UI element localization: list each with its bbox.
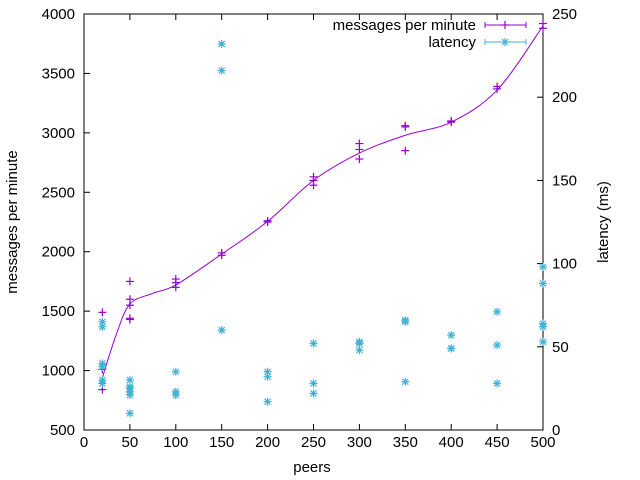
data-point [493,84,502,93]
data-point [125,301,134,310]
y2-tick-label: 200 [552,89,577,106]
data-point [539,24,547,33]
y2-tick-label: 250 [552,6,577,23]
data-point [171,391,180,400]
plot-area [83,13,544,431]
data-point [401,377,410,386]
series-layer [98,19,547,418]
data-point [263,397,272,406]
data-point [98,362,107,371]
data-point [171,283,180,292]
data-point [539,322,547,331]
data-point [263,372,272,381]
data-point [401,146,410,155]
data-point [217,66,226,75]
trend-curve [101,25,544,378]
y-tick-label: 500 [50,422,75,439]
data-point [539,262,547,271]
data-point [355,155,364,164]
data-point [309,181,318,190]
x-axis-label: peers [293,459,331,476]
series-latency [98,39,547,418]
y2-tick-label: 100 [552,256,577,273]
plot-border [83,13,544,431]
y-tick-label: 1500 [42,303,75,320]
data-point [355,346,364,355]
x-tick-label: 200 [255,434,280,451]
x-tick-label: 500 [530,434,555,451]
x-tick-label: 50 [122,434,139,451]
y2-axis-ticks: 0 50 100 150 200 250 [537,6,577,439]
x-tick-label: 0 [80,434,88,451]
data-point [355,145,364,154]
data-point [539,337,547,346]
y2-tick-label: 0 [552,422,560,439]
data-point [125,277,134,286]
y2-tick-label: 50 [552,339,569,356]
legend-marker [501,38,509,46]
data-point [447,118,456,127]
legend-marker [501,21,509,29]
data-point [401,317,410,326]
data-point [217,326,226,335]
data-point [309,379,318,388]
data-point [217,251,226,260]
y-tick-label: 1000 [42,363,75,380]
x-tick-label: 350 [393,434,418,451]
x-tick-label: 150 [209,434,234,451]
data-point [98,379,107,388]
data-point [125,315,134,324]
data-point [263,218,272,226]
series-messages-per-minute [98,19,547,394]
x-tick-label: 300 [347,434,372,451]
y-tick-label: 2500 [42,184,75,201]
y-tick-label: 3500 [42,65,75,82]
data-point [401,122,410,131]
data-point [309,389,318,398]
data-point [309,339,318,348]
x-tick-label: 250 [301,434,326,451]
data-point [98,308,107,317]
data-point [447,344,456,353]
data-point [125,391,134,400]
x-tick-label: 450 [485,434,510,451]
data-point [493,307,502,316]
x-tick-label: 400 [439,434,464,451]
y2-tick-label: 150 [552,172,577,189]
data-point [539,279,547,288]
data-point [493,379,502,388]
data-point [493,341,502,350]
y-axis-ticks: 500 1000 1500 2000 2500 3000 3500 4000 [42,6,90,439]
y2-axis-label: latency (ms) [595,181,612,263]
data-point [125,409,134,418]
data-point [171,367,180,376]
legend-label: latency [428,34,476,51]
legend-label: messages per minute [333,17,476,34]
y-tick-label: 3000 [42,125,75,142]
x-tick-label: 100 [163,434,188,451]
data-point [98,322,107,331]
y-tick-label: 4000 [42,6,75,23]
y-axis-label: messages per minute [4,150,21,293]
x-axis-ticks: 0 50 100 150 200 250 300 350 400 450 500 [80,14,556,451]
data-point [217,39,226,48]
y-tick-label: 2000 [42,244,75,261]
data-point [447,331,456,340]
